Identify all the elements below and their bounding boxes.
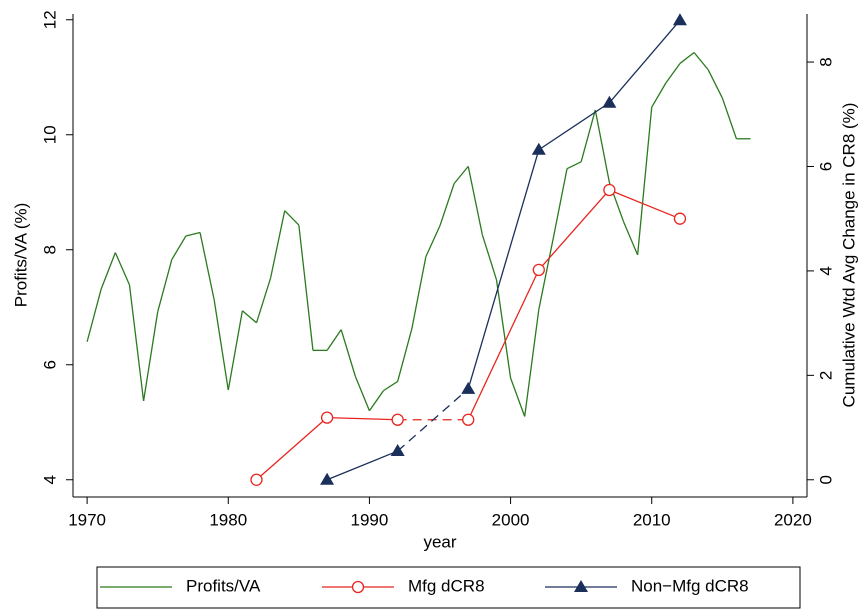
y-tick-label: 6 bbox=[40, 360, 59, 369]
legend-box bbox=[96, 566, 801, 609]
legend-marker bbox=[574, 580, 588, 592]
series-line bbox=[284, 210, 300, 226]
series-line bbox=[566, 161, 582, 170]
x-axis-title: year bbox=[423, 532, 456, 551]
series-line bbox=[256, 417, 328, 481]
series-line bbox=[255, 277, 272, 323]
x-tick-label: 2020 bbox=[774, 510, 812, 529]
series-line bbox=[397, 328, 413, 382]
x-tick-label: 1990 bbox=[351, 510, 389, 529]
series-line bbox=[481, 234, 498, 280]
data-point bbox=[250, 473, 263, 486]
series-line bbox=[326, 450, 398, 481]
series-line bbox=[467, 269, 540, 420]
y2-axis-title: Cumulative Wtd Avg Change in CR8 (%) bbox=[839, 103, 858, 408]
series-line bbox=[185, 231, 201, 237]
series-line bbox=[538, 189, 610, 271]
series-line bbox=[114, 252, 131, 286]
series-line bbox=[495, 279, 512, 379]
series-line bbox=[524, 309, 540, 417]
series-line bbox=[199, 232, 215, 300]
series-line bbox=[636, 107, 653, 255]
series-line bbox=[213, 299, 229, 391]
data-point bbox=[672, 13, 687, 26]
series-line bbox=[622, 221, 639, 256]
legend-marker bbox=[351, 580, 365, 594]
series-line bbox=[538, 102, 610, 151]
y2-tick-label: 4 bbox=[816, 266, 835, 275]
series-line bbox=[326, 329, 342, 351]
series-line bbox=[580, 109, 596, 162]
series-line bbox=[86, 288, 102, 342]
series-line bbox=[368, 390, 385, 412]
series-line bbox=[269, 210, 286, 279]
y-tick-label: 12 bbox=[40, 10, 59, 29]
legend-label: Non−Mfg dCR8 bbox=[631, 576, 749, 595]
series-line bbox=[679, 52, 695, 64]
y2-tick-label: 0 bbox=[816, 475, 835, 484]
series-line bbox=[707, 69, 723, 99]
series-line bbox=[298, 224, 314, 351]
series-line bbox=[354, 376, 371, 411]
series-line bbox=[241, 310, 257, 324]
y2-tick-label: 8 bbox=[816, 57, 835, 66]
series-line bbox=[538, 239, 554, 310]
series-line bbox=[594, 109, 611, 183]
series-line bbox=[383, 380, 399, 392]
series-line bbox=[608, 19, 681, 104]
series-line bbox=[171, 235, 187, 260]
data-point bbox=[462, 413, 475, 426]
series-line bbox=[157, 259, 173, 313]
x-tick-label: 1980 bbox=[209, 510, 247, 529]
series-line bbox=[411, 256, 427, 330]
series-line bbox=[100, 252, 116, 290]
data-point bbox=[391, 413, 404, 426]
series-line bbox=[693, 52, 709, 71]
series-line bbox=[721, 97, 738, 139]
legend-label: Profits/VA bbox=[186, 576, 261, 595]
x-tick-label: 2000 bbox=[492, 510, 530, 529]
series-line bbox=[651, 82, 667, 108]
data-point bbox=[673, 212, 687, 225]
series-line bbox=[509, 377, 526, 417]
data-point bbox=[390, 444, 405, 457]
data-point bbox=[461, 381, 476, 394]
y2-tick-label: 6 bbox=[816, 162, 835, 171]
series-line bbox=[425, 225, 441, 257]
series-line bbox=[142, 311, 159, 402]
y-tick-label: 4 bbox=[40, 475, 59, 484]
series-line bbox=[453, 165, 469, 185]
data-point bbox=[603, 183, 616, 197]
series-line bbox=[128, 284, 145, 402]
series-line bbox=[665, 63, 681, 84]
data-point bbox=[602, 95, 617, 108]
series-line bbox=[340, 329, 356, 377]
series-line bbox=[609, 189, 681, 220]
series-line bbox=[439, 183, 455, 226]
y-tick-label: 10 bbox=[40, 125, 59, 144]
data-point bbox=[320, 411, 334, 424]
data-point bbox=[532, 263, 545, 277]
y-tick-label: 8 bbox=[40, 245, 59, 254]
series-line bbox=[467, 149, 540, 390]
y2-tick-label: 2 bbox=[816, 371, 835, 380]
series-line bbox=[327, 416, 398, 421]
x-tick-label: 2010 bbox=[633, 510, 671, 529]
series-line bbox=[397, 388, 469, 452]
series-line bbox=[552, 168, 568, 241]
data-point bbox=[320, 472, 335, 485]
series-line bbox=[227, 310, 244, 391]
x-tick-label: 1970 bbox=[68, 510, 106, 529]
series-line bbox=[467, 166, 483, 235]
data-point bbox=[531, 142, 546, 155]
legend-label: Mfg dCR8 bbox=[408, 576, 485, 595]
y-axis-title: Profits/VA (%) bbox=[11, 203, 30, 308]
